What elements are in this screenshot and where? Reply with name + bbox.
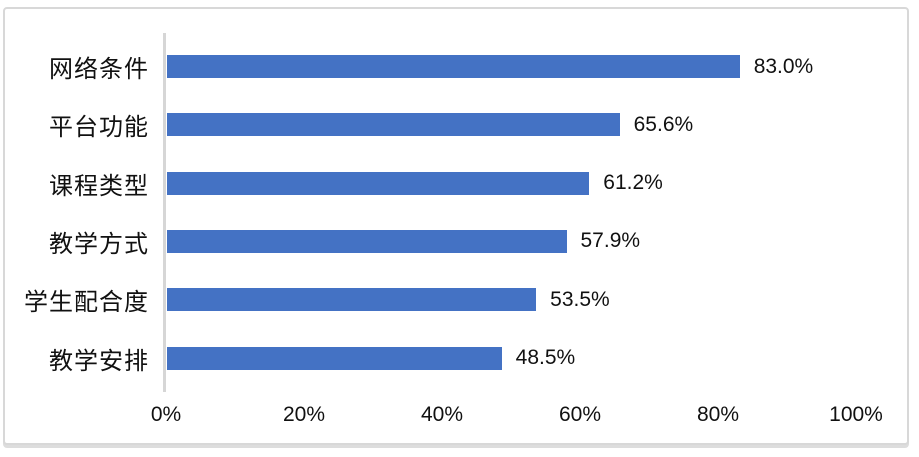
category-label: 平台功能 bbox=[49, 114, 149, 142]
value-label: 48.5% bbox=[515, 346, 576, 370]
value-label: 53.5% bbox=[550, 287, 610, 311]
chart-frame-border bbox=[3, 7, 909, 445]
value-label: 83.0% bbox=[753, 54, 814, 78]
x-tick-label: 60% bbox=[558, 403, 602, 426]
bar bbox=[167, 55, 740, 78]
bar bbox=[167, 229, 567, 253]
x-tick-label: 100% bbox=[829, 403, 883, 426]
x-tick-label: 40% bbox=[420, 403, 464, 426]
x-tick-label: 80% bbox=[696, 403, 740, 426]
value-label: 57.9% bbox=[580, 229, 641, 253]
category-label: 网络条件 bbox=[49, 56, 149, 83]
category-label: 教学安排 bbox=[49, 347, 149, 375]
bar bbox=[167, 288, 537, 312]
category-label: 学生配合度 bbox=[24, 289, 149, 317]
value-label: 61.2% bbox=[603, 171, 663, 195]
y-axis-line bbox=[163, 33, 166, 392]
category-label: 教学方式 bbox=[49, 230, 149, 258]
bar bbox=[167, 171, 590, 195]
bar bbox=[167, 346, 502, 370]
x-tick-label: 0% bbox=[150, 403, 182, 426]
value-label: 65.6% bbox=[633, 112, 694, 136]
category-label: 课程类型 bbox=[49, 172, 149, 200]
bar bbox=[167, 113, 620, 137]
x-tick-label: 20% bbox=[282, 403, 326, 426]
